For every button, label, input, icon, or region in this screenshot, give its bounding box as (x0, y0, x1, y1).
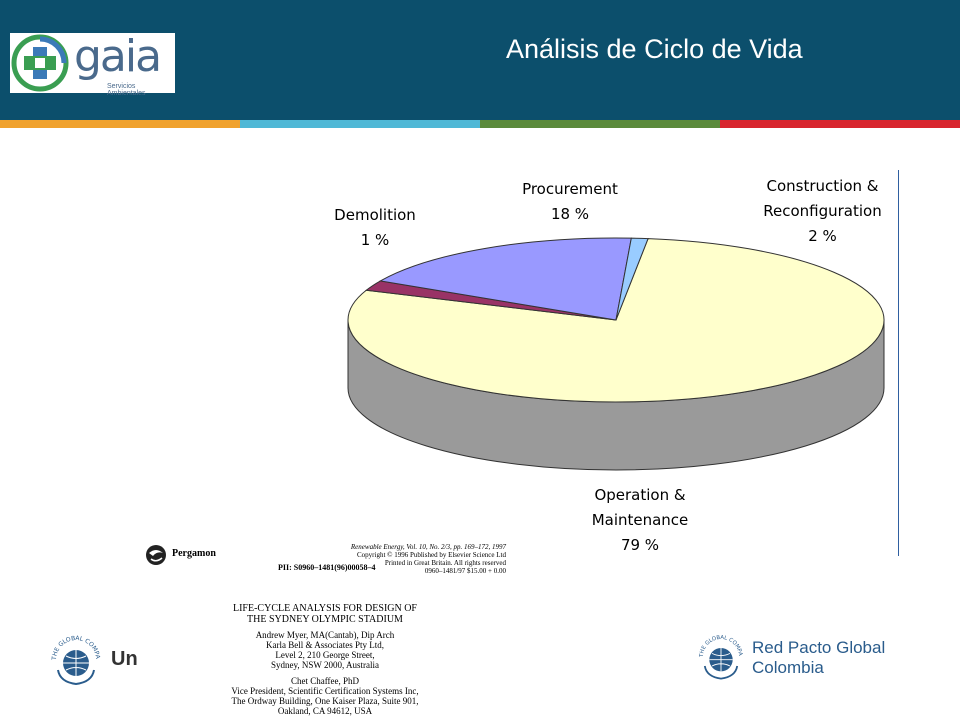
pie-tops (347, 237, 885, 403)
label-demolition-value: 1 % (360, 231, 390, 249)
pie-slice-3 (615, 237, 649, 321)
author2-line: Oakland, CA 94612, USA (277, 706, 373, 716)
red-pacto-line2: Colombia (752, 658, 824, 677)
stripe-red (720, 120, 960, 128)
label-operation-value: 79 % (620, 536, 660, 554)
pie-slice-2 (378, 237, 632, 321)
label-demolition-name: Demolition (334, 206, 416, 224)
red-pacto-line1: Red Pacto Global (752, 638, 886, 657)
pergamon-globe-icon (146, 545, 166, 565)
stripe-orange (0, 120, 240, 128)
paper-title: LIFE-CYCLE ANALYSIS FOR DESIGN OF THE SY… (200, 603, 450, 625)
author1-block: Andrew Myer, MA(Cantab), Dip Arch Karla … (200, 630, 450, 670)
chart-border-line (898, 170, 899, 556)
author1-line: Level 2, 210 George Street, (275, 650, 375, 660)
author2-line: Vice President, Scientific Certification… (231, 686, 419, 696)
global-compact-seal-icon: THE GLOBAL COMPACT (46, 630, 101, 686)
label-operation-line1: Operation & (594, 486, 686, 504)
gaia-cross-icon (11, 34, 69, 92)
label-construction-line1: Construction & (766, 177, 879, 195)
label-procurement: Procurement 18 % (505, 177, 635, 227)
logo-wordmark: gaia (74, 31, 162, 82)
price-line: 0960–1481/97 $15.00 + 0.00 (424, 567, 506, 575)
global-compact-text: Un (111, 648, 138, 670)
paper-title-line1: LIFE-CYCLE ANALYSIS FOR DESIGN OF (232, 603, 417, 614)
label-operation-line2: Maintenance (591, 511, 689, 529)
slide-title: Análisis de Ciclo de Vida (506, 34, 803, 64)
author1-line: Karla Bell & Associates Pty Ltd, (266, 640, 384, 650)
stripe-cyan (240, 120, 480, 128)
header-bar: gaia Servicios Ambientales Análisis de C… (0, 0, 960, 120)
label-construction-line2: Reconfiguration (763, 202, 882, 220)
copyright-line: Copyright © 1996 Published by Elsevier S… (357, 551, 506, 559)
stripe-green (480, 120, 720, 128)
logo-tagline: Servicios Ambientales (107, 83, 146, 97)
printed-line: Printed in Great Britain. All rights res… (384, 559, 506, 567)
gaia-logo[interactable]: gaia Servicios Ambientales (10, 31, 175, 97)
label-procurement-name: Procurement (522, 180, 618, 198)
label-demolition: Demolition 1 % (315, 203, 435, 253)
label-construction-value: 2 % (808, 227, 837, 245)
pie-chart (347, 237, 885, 471)
author1-line: Sydney, NSW 2000, Australia (271, 660, 379, 670)
author2-line: The Ordway Building, One Kaiser Plaza, S… (231, 696, 419, 706)
red-pacto-seal-icon: THE GLOBAL COMPACT (694, 630, 743, 680)
author1-line: Andrew Myer, MA(Cantab), Dip Arch (255, 630, 395, 640)
author2-line: Chet Chaffee, PhD (290, 676, 360, 686)
label-construction: Construction & Reconfiguration 2 % (745, 174, 900, 249)
paper-title-line2: THE SYDNEY OLYMPIC STADIUM (247, 614, 403, 625)
journal-line: Renewable Energy, Vol. 10, No. 2/3, pp. … (350, 543, 506, 551)
author2-block: Chet Chaffee, PhD Vice President, Scient… (200, 676, 450, 716)
label-operation: Operation & Maintenance 79 % (560, 483, 720, 558)
pii-line: PII: S0960–1481(96)00058–4 (278, 563, 376, 572)
label-procurement-value: 18 % (550, 205, 590, 223)
publisher-name: Pergamon (172, 548, 216, 559)
